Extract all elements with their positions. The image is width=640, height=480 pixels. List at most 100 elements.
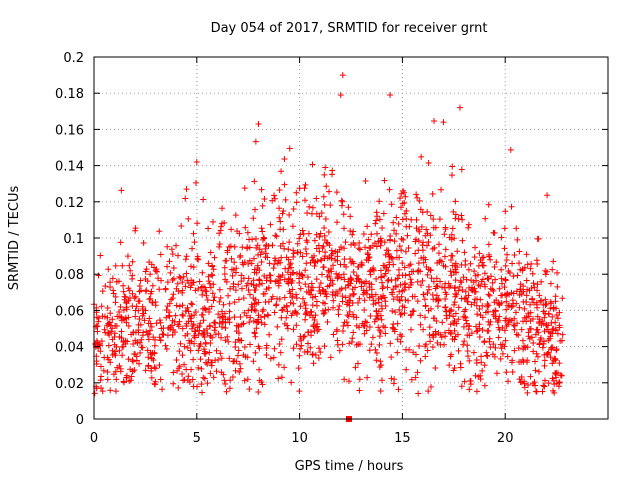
data-point (266, 260, 273, 267)
data-point (393, 214, 400, 221)
data-point (446, 362, 453, 369)
data-point (402, 193, 409, 200)
data-point (441, 231, 448, 238)
data-point (533, 350, 540, 357)
data-point (553, 374, 560, 381)
data-point (415, 390, 422, 397)
data-point (395, 266, 402, 273)
data-point (365, 236, 372, 243)
data-point (429, 344, 436, 351)
data-point (529, 296, 536, 303)
data-point (430, 315, 437, 322)
data-point (117, 368, 124, 375)
data-point (455, 287, 462, 294)
data-point (556, 379, 563, 386)
data-point (112, 293, 119, 300)
data-point (364, 223, 371, 230)
data-point (387, 340, 394, 347)
data-point (480, 254, 487, 261)
data-point (504, 251, 511, 258)
data-point (397, 195, 404, 202)
data-point (113, 376, 120, 383)
data-point (315, 242, 322, 249)
data-point (384, 284, 391, 291)
data-point (356, 295, 363, 302)
data-point (202, 359, 209, 366)
data-point (325, 306, 332, 313)
data-point (99, 388, 106, 395)
data-point (451, 285, 458, 292)
data-point (190, 356, 197, 363)
data-point (252, 235, 259, 242)
data-point (256, 276, 263, 283)
data-point (305, 230, 312, 237)
data-point (377, 358, 384, 365)
data-point (430, 216, 437, 223)
data-point (368, 231, 375, 238)
data-point (322, 164, 329, 171)
data-point (116, 347, 123, 354)
data-point (163, 314, 170, 321)
data-point (150, 334, 157, 341)
data-point (408, 279, 415, 286)
data-point (309, 351, 316, 358)
data-point (481, 362, 488, 369)
data-point (530, 299, 537, 306)
data-point (209, 218, 216, 225)
data-point (503, 369, 510, 376)
data-point (145, 330, 152, 337)
data-point (211, 319, 218, 326)
data-point (421, 314, 428, 321)
data-point (339, 293, 346, 300)
data-point (148, 355, 155, 362)
data-point (278, 374, 285, 381)
data-point (484, 353, 491, 360)
data-point (542, 271, 549, 278)
data-point (296, 235, 303, 242)
data-point (406, 223, 413, 230)
data-point (495, 324, 502, 331)
data-point-outlier (337, 92, 344, 99)
data-point (126, 295, 133, 302)
data-point (461, 249, 468, 256)
data-point (290, 205, 297, 212)
data-point (316, 345, 323, 352)
data-point (476, 250, 483, 257)
data-point (186, 340, 193, 347)
data-point (224, 247, 231, 254)
data-point (281, 304, 288, 311)
data-point (200, 317, 207, 324)
data-point (296, 388, 303, 395)
data-point (508, 203, 515, 210)
data-point (157, 376, 164, 383)
data-point (195, 364, 202, 371)
data-point (109, 325, 116, 332)
data-point (455, 347, 462, 354)
data-point (552, 369, 559, 376)
data-point (493, 259, 500, 266)
data-point (502, 337, 509, 344)
data-point (486, 292, 493, 299)
data-point (509, 260, 516, 267)
data-point (216, 298, 223, 305)
data-point (244, 245, 251, 252)
data-point (293, 341, 300, 348)
data-point (340, 271, 347, 278)
data-point (264, 254, 271, 261)
data-point (170, 369, 177, 376)
data-point (180, 312, 187, 319)
data-point (388, 201, 395, 208)
data-point (341, 225, 348, 232)
data-point (511, 326, 518, 333)
data-point (426, 324, 433, 331)
data-point (411, 293, 418, 300)
data-point (544, 192, 551, 199)
data-point (556, 322, 563, 329)
data-point (309, 161, 316, 168)
data-point (233, 328, 240, 335)
data-point (530, 380, 537, 387)
y-tick-label: 0.2 (63, 51, 84, 66)
data-point (200, 374, 207, 381)
data-point (502, 317, 509, 324)
data-point (463, 276, 470, 283)
